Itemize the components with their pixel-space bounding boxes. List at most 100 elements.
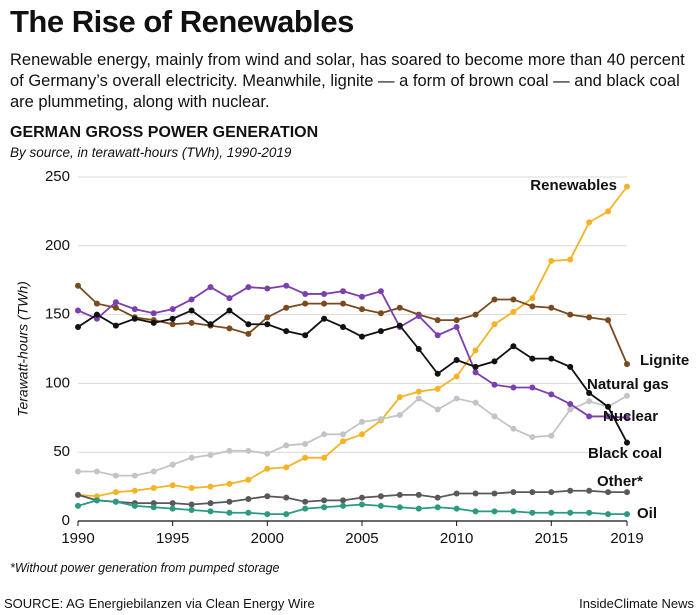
- point: [377, 310, 384, 317]
- point: [567, 311, 574, 318]
- point: [358, 501, 365, 508]
- point: [150, 468, 157, 475]
- x-tick-label: 2005: [345, 530, 378, 547]
- point: [75, 468, 81, 475]
- point: [396, 304, 403, 311]
- point: [377, 493, 384, 500]
- point: [434, 494, 441, 501]
- x-tick-label: 2000: [251, 530, 284, 547]
- point: [510, 384, 517, 391]
- point: [472, 363, 479, 370]
- series-label: Renewables: [530, 177, 617, 194]
- point: [529, 489, 536, 496]
- series-label: Oil: [637, 505, 657, 522]
- point: [529, 355, 536, 362]
- point: [472, 347, 479, 354]
- point: [586, 219, 593, 226]
- series: [75, 392, 630, 479]
- point: [302, 332, 309, 339]
- point: [415, 346, 422, 352]
- point: [169, 306, 176, 313]
- point: [548, 355, 555, 362]
- point: [567, 256, 574, 263]
- point: [491, 413, 498, 420]
- series-line: [77, 489, 627, 506]
- point: [169, 321, 176, 328]
- point: [396, 491, 403, 498]
- point: [548, 432, 555, 439]
- point: [605, 317, 612, 324]
- point: [624, 511, 630, 518]
- point: [434, 504, 441, 511]
- point: [302, 300, 309, 307]
- y-tick-label: 150: [45, 306, 70, 323]
- point: [207, 284, 214, 291]
- series-line: [78, 395, 628, 477]
- point: [453, 323, 460, 330]
- point: [75, 323, 81, 330]
- point: [226, 447, 233, 454]
- point: [377, 328, 384, 335]
- point: [131, 315, 138, 322]
- point: [245, 321, 252, 328]
- point: [529, 434, 536, 441]
- subtitle: Renewable energy, mainly from wind and s…: [10, 51, 685, 111]
- point: [131, 487, 138, 494]
- point: [264, 493, 271, 500]
- point: [226, 509, 233, 516]
- chart-subheading: By source, in terawatt-hours (TWh), 1990…: [10, 145, 292, 160]
- source: SOURCE: AG Energiebilanzen via Clean Ene…: [4, 596, 315, 611]
- point: [340, 431, 347, 438]
- point: [396, 394, 403, 401]
- point: [283, 511, 290, 518]
- point: [131, 502, 138, 509]
- point: [75, 307, 81, 314]
- point: [264, 314, 271, 321]
- y-tick-label: 250: [45, 168, 70, 185]
- point: [415, 388, 422, 395]
- footnote: *Without power generation from pumped st…: [10, 561, 280, 575]
- x-tick-label: 1995: [156, 530, 189, 547]
- point: [75, 282, 81, 289]
- point: [150, 319, 157, 326]
- point: [169, 482, 176, 489]
- point: [453, 505, 460, 512]
- point: [188, 506, 195, 513]
- point: [605, 413, 612, 420]
- y-tick-label: 0: [62, 512, 70, 529]
- point: [377, 502, 384, 509]
- chart-heading: GERMAN GROSS POWER GENERATION: [10, 124, 319, 141]
- point: [415, 491, 422, 498]
- point: [226, 325, 233, 332]
- point: [453, 373, 460, 380]
- point: [491, 296, 498, 303]
- point: [586, 314, 593, 321]
- point: [453, 317, 460, 324]
- point: [624, 414, 630, 421]
- point: [567, 487, 574, 494]
- point: [358, 293, 365, 300]
- point: [605, 208, 612, 215]
- point: [510, 508, 517, 515]
- y-tick-label: 100: [45, 374, 70, 391]
- series-line: [77, 309, 628, 443]
- point: [93, 497, 100, 504]
- series-line: [77, 499, 627, 516]
- point: [321, 300, 328, 307]
- point: [548, 489, 555, 496]
- point: [624, 439, 630, 446]
- point: [415, 395, 422, 402]
- point: [150, 484, 157, 491]
- point: [245, 330, 252, 337]
- series-label: Other*: [597, 473, 643, 490]
- point: [169, 461, 176, 468]
- point: [283, 442, 290, 449]
- point: [226, 295, 233, 302]
- point: [510, 489, 517, 496]
- point: [207, 483, 214, 490]
- x-tick-label: 2015: [535, 530, 568, 547]
- series-label: Black coal: [588, 445, 662, 462]
- point: [131, 306, 138, 313]
- point: [377, 288, 384, 295]
